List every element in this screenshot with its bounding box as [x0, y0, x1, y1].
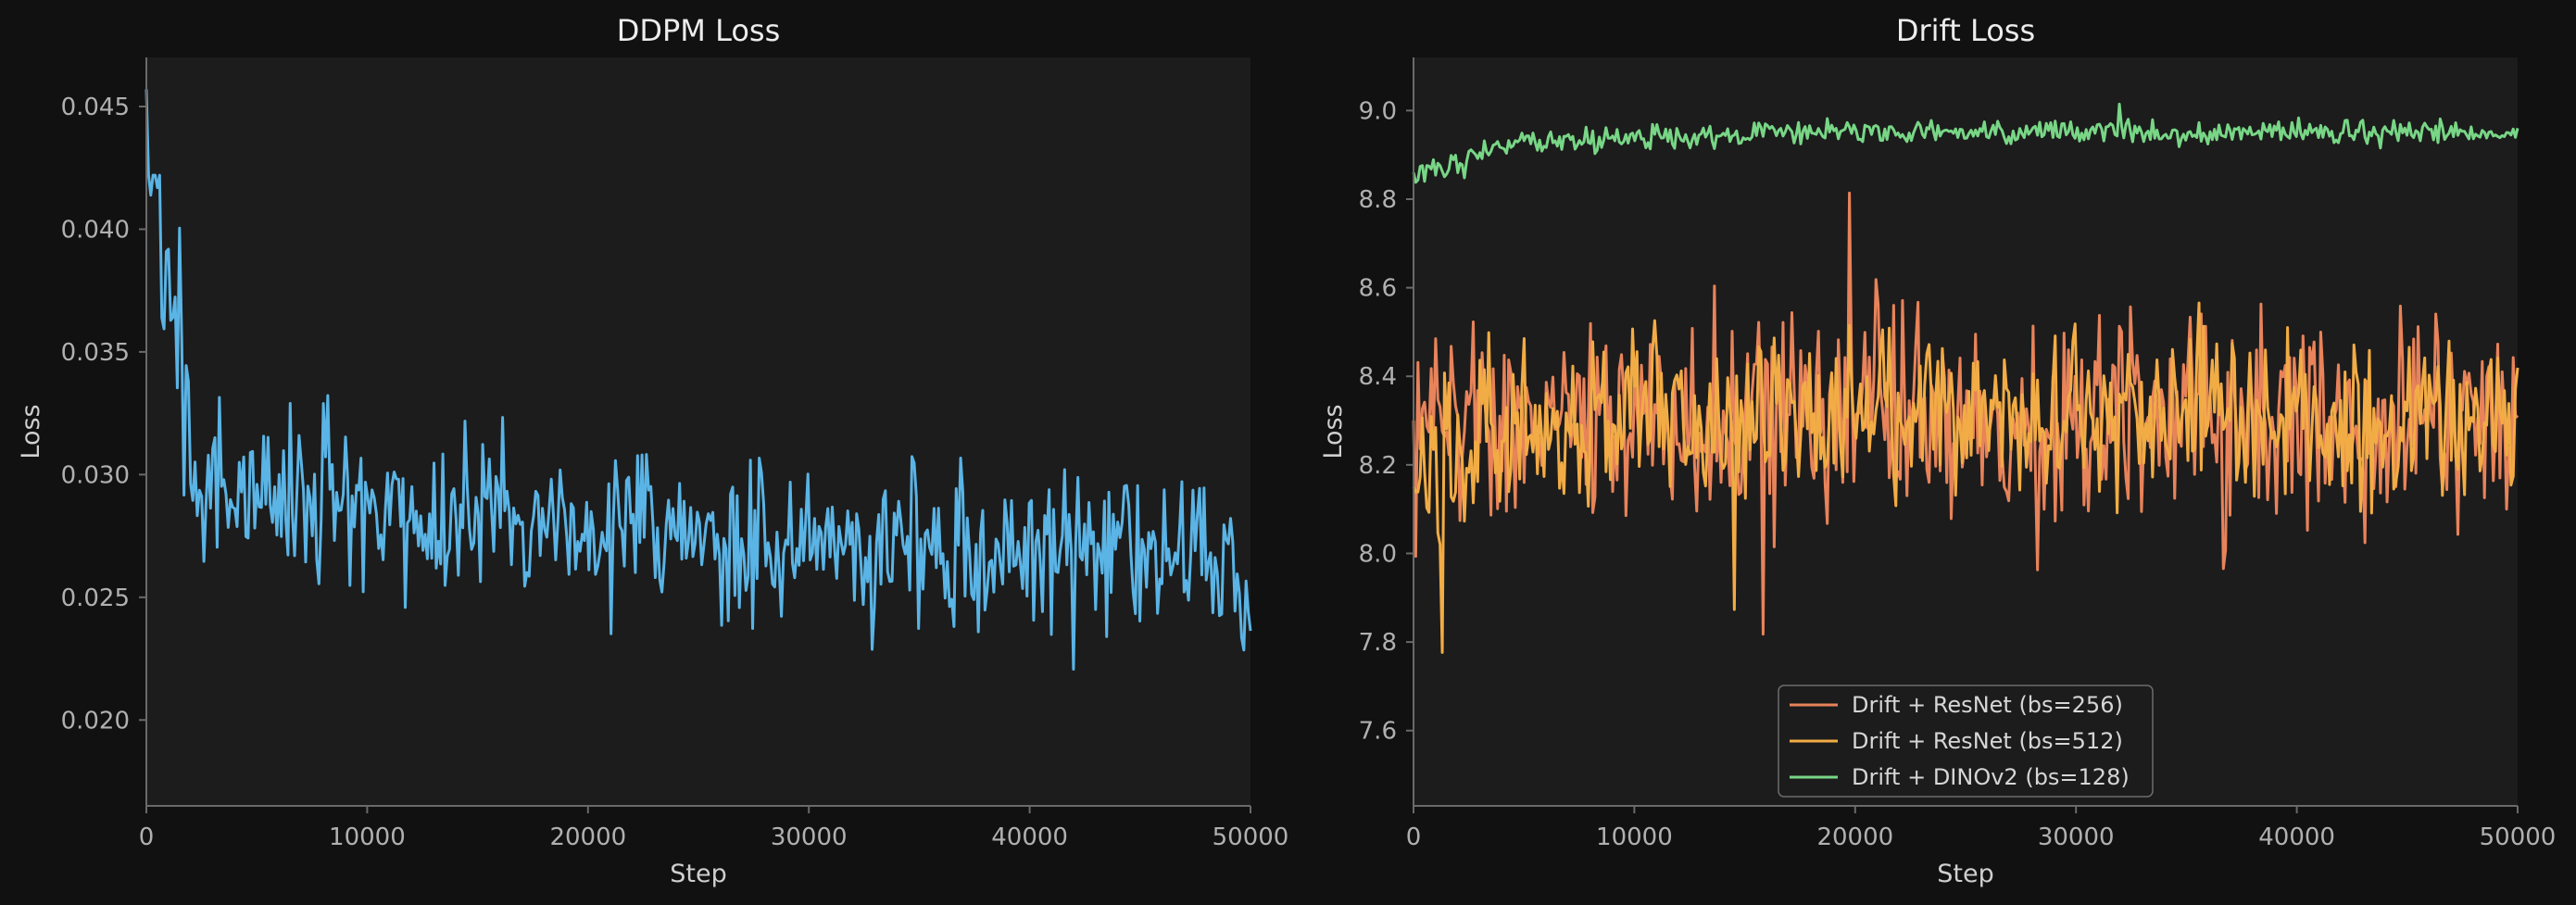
ddpm-y-tick-label-2: 0.030: [61, 461, 130, 489]
ddpm-plot-area: [146, 57, 1250, 806]
drift-x-tick-label-4: 40000: [2258, 823, 2335, 851]
drift-x-tick-label-2: 20000: [1816, 823, 1893, 851]
ddpm-x-tick-label-5: 50000: [1213, 823, 1289, 851]
ddpm-title: DDPM Loss: [617, 13, 781, 48]
ddpm-series: [145, 89, 1252, 671]
ddpm-y-tick-label-3: 0.035: [61, 339, 130, 367]
ddpm-x-tick-label-3: 30000: [771, 823, 848, 851]
drift-loss-panel: Drift Loss Step Loss 0 10000 20000 30000 400…: [1319, 13, 2556, 888]
ddpm-y-tick-label-0: 0.020: [61, 707, 130, 735]
drift-series-line-1: [1412, 301, 2519, 654]
drift-x-tick-label-1: 10000: [1596, 823, 1673, 851]
ddpm-x-tick-label-0: 0: [139, 823, 155, 851]
ddpm-x-tick-label-1: 10000: [329, 823, 406, 851]
ddpm-x-label: Step: [670, 860, 726, 888]
legend-box: [1778, 685, 2154, 798]
drift-y-tick-label-7: 9.0: [1359, 97, 1397, 125]
drift-series: [1412, 102, 2519, 654]
drift-title: Drift Loss: [1896, 13, 2035, 48]
drift-y-tick-label-2: 8.0: [1359, 540, 1397, 568]
ddpm-x-tick-label-2: 20000: [549, 823, 626, 851]
drift-x-tick-label-3: 30000: [2038, 823, 2115, 851]
drift-series-line-2: [1412, 102, 2519, 184]
ddpm-y-tick-label-5: 0.045: [61, 94, 130, 121]
ddpm-y-label: Loss: [17, 404, 45, 459]
ddpm-y-tick-label-4: 0.040: [61, 216, 130, 244]
drift-x-tick-label-5: 50000: [2480, 823, 2557, 851]
ddpm-x-tick-label-4: 40000: [991, 823, 1068, 851]
drift-y-tick-label-3: 8.2: [1359, 452, 1397, 480]
legend-label-resnet-512: Drift + ResNet (bs=512): [1852, 728, 2123, 754]
ddpm-series-line-0: [145, 89, 1252, 671]
legend-label-resnet-256: Drift + ResNet (bs=256): [1852, 692, 2123, 718]
drift-y-tick-label-1: 7.8: [1359, 629, 1397, 657]
drift-y-tick-label-0: 7.6: [1359, 718, 1397, 746]
drift-ticks: 0 10000 20000 30000 40000 50000 7.6 7.8 8.0 8.2 8.…: [1359, 97, 2557, 851]
ddpm-ticks: 0 10000 20000 30000 40000 50000 0.020 0.025 0.03…: [61, 94, 1289, 851]
drift-y-tick-label-5: 8.6: [1359, 275, 1397, 303]
drift-x-tick-label-0: 0: [1406, 823, 1422, 851]
ddpm-y-tick-label-1: 0.025: [61, 584, 130, 612]
legend-label-dinov2-128: Drift + DINOv2 (bs=128): [1852, 764, 2130, 790]
drift-y-label: Loss: [1319, 404, 1348, 459]
drift-y-tick-label-6: 8.8: [1359, 186, 1397, 214]
drift-y-tick-label-4: 8.4: [1359, 363, 1397, 391]
drift-legend: Drift + ResNet (bs=256) Drift + ResNet (…: [1778, 685, 2154, 798]
ddpm-loss-panel: DDPM Loss Step Loss 0 10000 20000 30000 4000…: [17, 13, 1288, 888]
drift-x-label: Step: [1937, 860, 1993, 888]
